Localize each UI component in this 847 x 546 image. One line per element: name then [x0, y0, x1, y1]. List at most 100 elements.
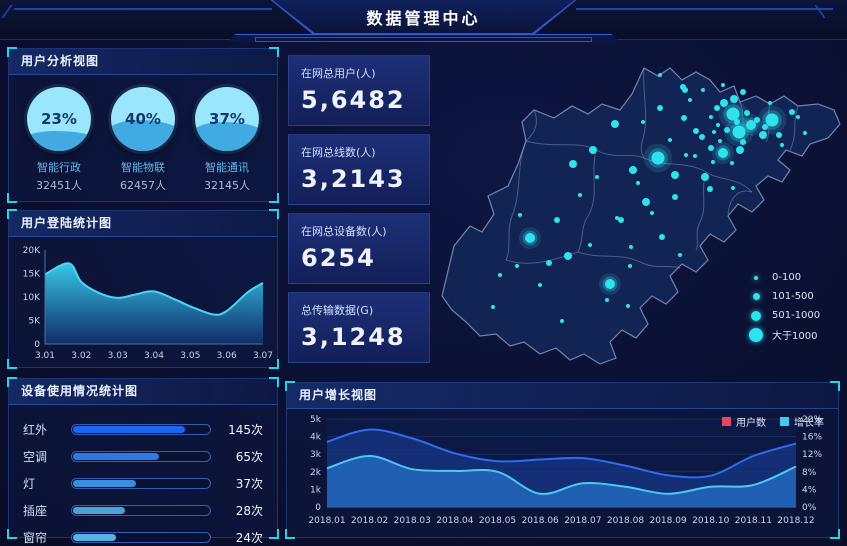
map-dot[interactable]: [789, 109, 795, 115]
device-value: 24次: [235, 531, 263, 545]
map-dot[interactable]: [730, 161, 734, 165]
map-dot[interactable]: [636, 181, 640, 185]
map-legend-item[interactable]: 0-100: [748, 268, 820, 287]
map-dot[interactable]: [491, 305, 495, 309]
map-dot[interactable]: [628, 264, 632, 268]
map-dot[interactable]: [796, 115, 800, 119]
panel-title: 用户分析视图: [9, 49, 277, 75]
map-dot[interactable]: [618, 217, 624, 223]
map-dot[interactable]: [642, 198, 650, 206]
legend-item-users[interactable]: 用户数: [722, 414, 766, 429]
map-dot[interactable]: [588, 243, 592, 247]
map-dot[interactable]: [578, 193, 582, 197]
device-bar-list: 红外 145次 空调 65次 灯 37次 插座 28次: [9, 405, 277, 546]
map-dot[interactable]: [721, 83, 725, 87]
map-dot[interactable]: [626, 304, 630, 308]
map-dot[interactable]: [712, 130, 716, 134]
map-dot[interactable]: [718, 139, 722, 143]
map-dot[interactable]: [595, 175, 599, 179]
map-dot[interactable]: [701, 88, 705, 92]
device-value: 37次: [235, 477, 263, 491]
map-dot[interactable]: [724, 127, 730, 133]
map-dot[interactable]: [730, 95, 738, 103]
map-dot[interactable]: [668, 138, 672, 142]
map-dot[interactable]: [678, 253, 682, 257]
map-dot[interactable]: [650, 211, 654, 215]
map-dot[interactable]: [768, 101, 772, 105]
map-dot[interactable]: [629, 245, 633, 249]
map-dot[interactable]: [605, 298, 609, 302]
map-dot[interactable]: [525, 233, 535, 243]
map-dot[interactable]: [709, 115, 713, 119]
map-dot[interactable]: [711, 160, 715, 164]
map-dot[interactable]: [657, 105, 663, 111]
liquid-fill-circle: 40%: [111, 87, 175, 151]
map-dot[interactable]: [554, 217, 560, 223]
legend-item-growth-rate[interactable]: 增长率: [780, 414, 824, 429]
map-dot[interactable]: [672, 194, 678, 200]
map-dot[interactable]: [681, 115, 687, 121]
map-dot[interactable]: [564, 252, 572, 260]
map-dot[interactable]: [731, 186, 735, 190]
map-dot[interactable]: [707, 186, 713, 192]
map-dot[interactable]: [693, 128, 699, 134]
map-dot[interactable]: [776, 132, 782, 138]
map-dot[interactable]: [659, 234, 665, 240]
circle-percent: 40%: [125, 110, 161, 128]
circle-item: 23% 智能行政 32451人: [20, 87, 98, 193]
map-dot[interactable]: [699, 134, 705, 140]
map-dot[interactable]: [629, 166, 637, 174]
circle-percent: 37%: [209, 110, 245, 128]
stat-label: 在网总用户(人): [301, 67, 376, 80]
map-dot[interactable]: [734, 119, 740, 125]
map-dot[interactable]: [693, 154, 697, 158]
map-dot[interactable]: [688, 98, 692, 102]
map-dot[interactable]: [762, 124, 768, 130]
map-legend-item[interactable]: 101-500: [748, 287, 820, 306]
legend-swatch: [780, 417, 789, 426]
map-dot[interactable]: [569, 160, 577, 168]
map-dot[interactable]: [546, 260, 552, 266]
map-dot[interactable]: [611, 120, 619, 128]
map-dot[interactable]: [744, 110, 750, 116]
map-dot[interactable]: [518, 213, 522, 217]
map-dot[interactable]: [641, 120, 645, 124]
map-dot[interactable]: [736, 146, 744, 154]
map-dot[interactable]: [684, 153, 688, 157]
map-dot[interactable]: [716, 123, 720, 127]
map-legend-item[interactable]: 大于1000: [748, 325, 820, 344]
map-dot[interactable]: [732, 125, 746, 139]
map-dot[interactable]: [615, 216, 619, 220]
map-dot[interactable]: [538, 283, 542, 287]
map-dot[interactable]: [671, 171, 679, 179]
map-dot[interactable]: [658, 73, 662, 77]
map-dot[interactable]: [740, 89, 746, 95]
map-dot[interactable]: [759, 131, 767, 139]
map-dot[interactable]: [701, 173, 709, 181]
map-dot[interactable]: [605, 279, 615, 289]
svg-text:3.01: 3.01: [35, 351, 55, 361]
map-dot[interactable]: [765, 113, 779, 127]
map-dot[interactable]: [515, 264, 519, 268]
circle-item: 37% 智能通讯 32145人: [188, 87, 266, 193]
map-dot[interactable]: [780, 143, 784, 147]
map-dot[interactable]: [498, 273, 502, 277]
corner-bracket: [830, 529, 840, 539]
map-dot[interactable]: [740, 139, 746, 145]
map-dot[interactable]: [708, 145, 714, 151]
map-dot[interactable]: [746, 120, 756, 130]
circle-label: 智能行政: [37, 161, 81, 174]
map-dot[interactable]: [726, 107, 740, 121]
map-dot[interactable]: [718, 148, 728, 158]
map-dot[interactable]: [754, 117, 760, 123]
map-dot[interactable]: [560, 319, 564, 323]
map-dot[interactable]: [682, 87, 688, 93]
map-dot[interactable]: [714, 105, 720, 111]
login-area-chart: 20K 15K 10K 5K 03.01 3.02 3.03 3.04 3.05 3.06 3.07: [23, 246, 273, 361]
province-inner-borders: [505, 67, 799, 269]
map-dot[interactable]: [803, 131, 807, 135]
map-dot[interactable]: [720, 99, 728, 107]
map-legend-item[interactable]: 501-1000: [748, 306, 820, 325]
map-dot[interactable]: [589, 146, 597, 154]
map-dot[interactable]: [651, 151, 665, 165]
